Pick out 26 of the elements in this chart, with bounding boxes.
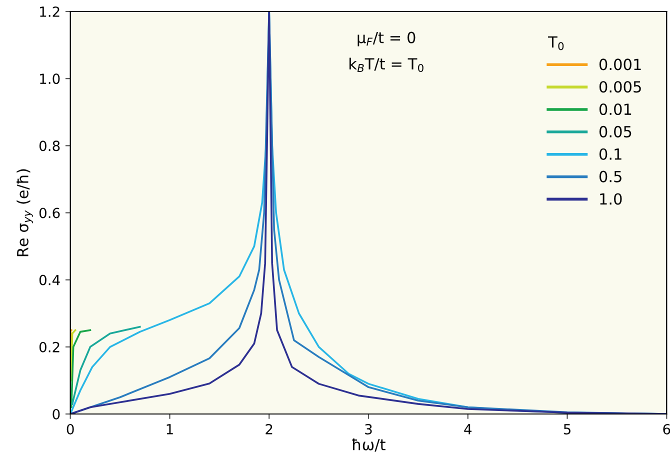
y-tick-label: 0.6 [39,208,60,218]
legend-label: 1.0 [600,193,622,205]
annotation: k$_{B}$T/t = T$_{0}$ [350,58,424,72]
x-tick-label: 1 [166,424,173,434]
y-tick-label: 0.8 [39,140,60,152]
x-tick-label: 3 [365,424,372,434]
x-axis-title: ħω/t [352,438,386,452]
legend-title: T$_{0}$ [548,36,564,50]
y-tick-label: 0.2 [39,342,60,352]
x-tick-label: 5 [564,424,570,434]
x-tick-label: 2 [266,424,272,434]
x-tick-label: 6 [663,424,670,434]
y-tick-label: 0 [52,408,60,420]
legend-label: 0.05 [599,126,632,138]
legend-label: 0.005 [599,81,641,93]
legend-label: 0.01 [599,103,632,116]
y-tick-label: 1.2 [40,6,60,17]
legend-label: 0.001 [599,58,641,70]
x-tick-label: 0 [66,424,74,434]
y-tick-label: 0.4 [39,274,60,286]
annotation: μ$_{F}$/t = 0 [358,32,416,46]
legend-label: 0.1 [599,148,622,160]
x-tick-label: 4 [464,424,472,434]
y-axis-title: Re σ$_{yy}$ (e/ħ) [16,169,33,256]
legend-label: 0.5 [599,170,622,182]
y-tick-label: 1.0 [40,74,60,84]
